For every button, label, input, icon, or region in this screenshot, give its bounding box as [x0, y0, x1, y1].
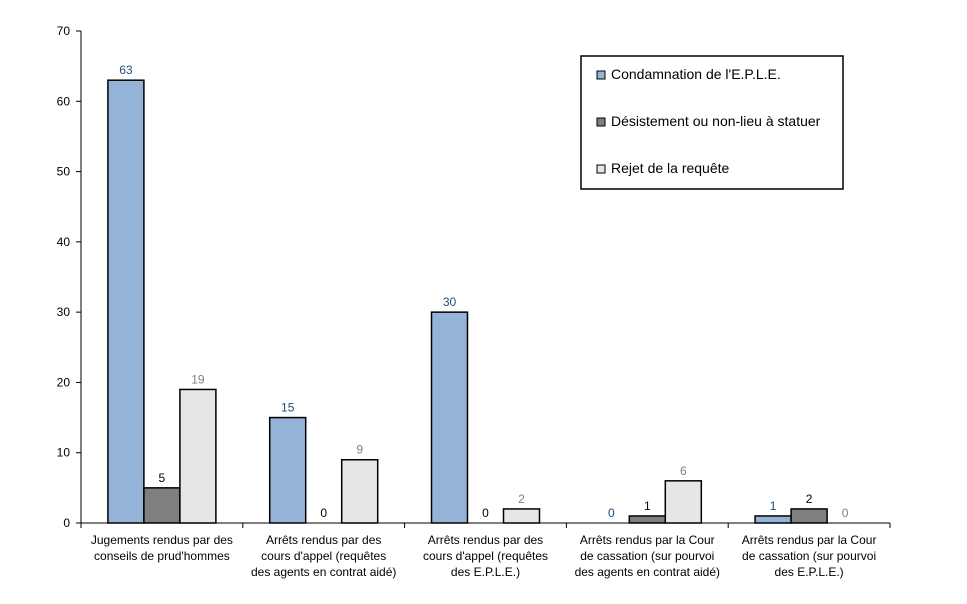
- bar: [179, 388, 217, 524]
- bar: [628, 515, 667, 524]
- y-tick-label: 20: [57, 375, 71, 389]
- legend-label: Condamnation de l'E.P.L.E.: [611, 66, 781, 82]
- legend-box: [580, 55, 844, 190]
- bar: [664, 480, 703, 524]
- data-label: 0: [608, 506, 615, 520]
- y-tick-label: 10: [57, 446, 71, 460]
- bar: [340, 458, 379, 524]
- data-label: 2: [806, 492, 813, 506]
- bar: [790, 508, 828, 524]
- legend-label: Rejet de la requête: [611, 160, 730, 176]
- data-label: 0: [842, 506, 849, 520]
- category-label: Arrêts rendus par la Cour de cassation (s…: [742, 533, 877, 579]
- y-tick-label: 60: [57, 94, 71, 108]
- bar: [754, 515, 792, 524]
- data-labels: 63 5 19 15 0 9 30 0 2 0 1 6 1 2 0: [119, 63, 849, 520]
- category-labels: Jugements rendus par des conseils de prud…: [91, 533, 877, 579]
- data-label: 15: [281, 401, 295, 415]
- data-label: 0: [482, 506, 489, 520]
- data-label: 5: [159, 471, 166, 485]
- bar: [107, 79, 145, 524]
- legend: Condamnation de l'E.P.L.E. Désistement ou…: [580, 55, 844, 190]
- bar: [430, 311, 469, 524]
- data-label: 6: [680, 464, 687, 478]
- data-label: 19: [191, 372, 205, 386]
- category-label: Arrêts rendus par des cours d'appel (requ…: [251, 533, 396, 579]
- category-label: Jugements rendus par des conseils de prud…: [91, 533, 233, 563]
- y-tick-label: 30: [57, 305, 71, 319]
- data-label: 9: [356, 443, 363, 457]
- data-label: 1: [770, 499, 777, 513]
- legend-label: Désistement ou non-lieu à statuer: [611, 113, 821, 129]
- y-tick-label: 70: [57, 24, 71, 38]
- category-label: Arrêts rendus par des cours d'appel (requ…: [423, 533, 548, 579]
- bar: [268, 416, 307, 524]
- data-label: 30: [443, 295, 457, 309]
- bar: [143, 487, 181, 524]
- category-label: Arrêts rendus par la Cour de cassation (s…: [575, 533, 720, 579]
- legend-swatch: [596, 70, 606, 80]
- legend-swatch: [596, 164, 606, 174]
- y-tick-label: 40: [57, 235, 71, 249]
- bar: [502, 508, 541, 524]
- legend-swatch: [596, 117, 606, 127]
- y-tick-label: 50: [57, 165, 71, 179]
- data-label: 0: [320, 506, 327, 520]
- data-label: 63: [119, 63, 133, 77]
- bars: [107, 79, 828, 524]
- y-axis: 0 10 20 30 40 50 60 70: [57, 24, 82, 530]
- data-label: 1: [644, 499, 651, 513]
- y-tick-label: 0: [63, 516, 70, 530]
- data-label: 2: [518, 492, 525, 506]
